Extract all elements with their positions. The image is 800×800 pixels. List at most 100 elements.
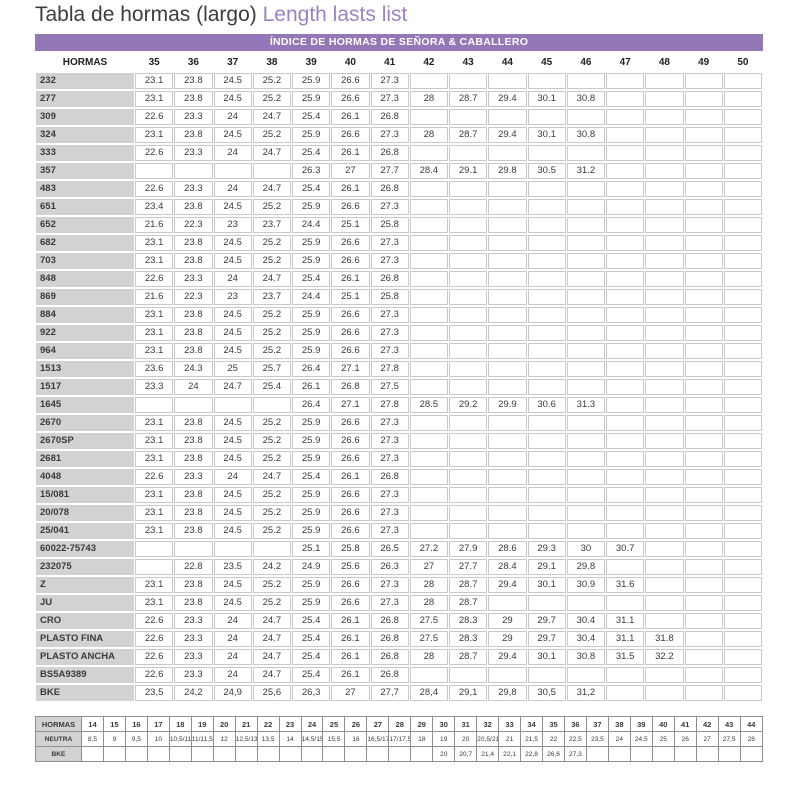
value-cell	[723, 451, 762, 467]
value-cell	[190, 746, 214, 762]
value-cell: 23.1	[135, 451, 174, 467]
value-cell: 23.8	[174, 127, 213, 143]
value-cell: 22	[542, 731, 565, 747]
table-row: 2681 23.1 23.8 24.5 25.2 25.9 26.6 27.3	[36, 451, 762, 467]
value-cell	[606, 235, 645, 251]
value-cell: 27.8	[370, 361, 409, 377]
value-cell: 27.3	[370, 307, 409, 323]
value-cell	[645, 343, 684, 359]
row-label: PLASTO ANCHA	[36, 649, 134, 665]
value-cell: 22.6	[135, 181, 174, 197]
value-cell	[449, 271, 488, 287]
value-cell: 19	[190, 716, 214, 732]
value-cell: 31.1	[606, 613, 645, 629]
row-label: BS5A9389	[36, 667, 134, 683]
row-label: 25/041	[36, 523, 134, 539]
value-cell: 27.2	[409, 541, 448, 557]
value-cell	[684, 217, 723, 233]
main-header-size: 43	[462, 57, 474, 68]
value-cell	[723, 433, 762, 449]
value-cell: 23	[213, 217, 252, 233]
value-cell	[449, 109, 488, 125]
value-cell: 25.2	[252, 505, 291, 521]
value-cell	[684, 361, 723, 377]
value-cell	[409, 235, 448, 251]
value-cell: 28.7	[449, 91, 488, 107]
value-cell	[566, 271, 605, 287]
value-cell: 23.8	[174, 487, 213, 503]
value-cell: 23.8	[174, 415, 213, 431]
value-cell	[488, 73, 527, 89]
value-cell: 20	[454, 731, 478, 747]
value-cell: 24.9	[292, 559, 331, 575]
value-cell: 27	[331, 685, 370, 701]
value-cell	[645, 523, 684, 539]
table-row: 652 21.6 22.3 23 23.7 24.4 25.1 25.8	[36, 217, 762, 233]
row-label: 60022-75743	[36, 541, 134, 557]
value-cell: 15	[102, 716, 126, 732]
value-cell: 24	[607, 731, 631, 747]
value-cell: 26.1	[331, 649, 370, 665]
value-cell: 23.3	[174, 613, 213, 629]
value-cell: 25.2	[252, 235, 291, 251]
value-cell: 20	[432, 746, 456, 762]
value-cell	[606, 433, 645, 449]
value-cell: 25.4	[292, 613, 331, 629]
value-cell: 20	[212, 716, 236, 732]
value-cell: 25.9	[292, 523, 331, 539]
value-cell: 27	[409, 559, 448, 575]
value-cell	[606, 361, 645, 377]
value-cell	[723, 577, 762, 593]
main-header-row: HORMAS 35 36 37 38 39 40 41 42 43 44 45 46 47 48 49 50	[36, 54, 762, 71]
value-cell	[684, 271, 723, 287]
value-cell: 22.6	[135, 613, 174, 629]
value-cell	[606, 559, 645, 575]
value-cell	[723, 145, 762, 161]
value-cell	[488, 181, 527, 197]
value-cell	[213, 163, 252, 179]
value-cell: 23.3	[174, 145, 213, 161]
value-cell	[449, 307, 488, 323]
value-cell	[488, 235, 527, 251]
value-cell: 25.2	[252, 73, 291, 89]
table-row: 232075 22.8 23.5 24.2 24.9 25.6 26.3 27 27.7 28.4…	[36, 559, 762, 575]
value-cell: 18	[410, 731, 434, 747]
value-cell: 23.3	[174, 181, 213, 197]
value-cell: 14	[81, 716, 104, 732]
value-cell: 22,5	[563, 731, 587, 747]
value-cell: 41	[673, 716, 697, 732]
value-cell	[645, 397, 684, 413]
value-cell: 34	[520, 716, 544, 732]
value-cell: 27.5	[370, 379, 409, 395]
title-spanish: Tabla de hormas (largo)	[35, 3, 257, 26]
value-cell: 24,5	[629, 731, 653, 747]
value-cell	[566, 253, 605, 269]
value-cell: 26.6	[331, 235, 370, 251]
value-cell	[606, 343, 645, 359]
value-cell: 25.9	[292, 127, 331, 143]
value-cell: 23.1	[135, 577, 174, 593]
value-cell	[684, 523, 723, 539]
value-cell	[527, 505, 566, 521]
value-cell	[684, 397, 723, 413]
value-cell	[645, 235, 684, 251]
value-cell	[146, 746, 170, 762]
row-label: 2681	[36, 451, 134, 467]
value-cell	[606, 199, 645, 215]
value-cell: 24.7	[252, 469, 291, 485]
value-cell	[606, 667, 645, 683]
value-cell	[645, 559, 684, 575]
value-cell	[488, 307, 527, 323]
value-cell	[684, 469, 723, 485]
row-label: 324	[36, 127, 134, 143]
value-cell	[174, 397, 213, 413]
value-cell: 20,5/21	[476, 731, 500, 747]
value-cell: 26.1	[331, 109, 370, 125]
value-cell	[449, 199, 488, 215]
value-cell	[585, 746, 609, 762]
value-cell	[410, 746, 434, 762]
value-cell: 31.1	[606, 631, 645, 647]
row-label: 232075	[36, 559, 134, 575]
value-cell: 28	[409, 91, 448, 107]
value-cell	[409, 145, 448, 161]
